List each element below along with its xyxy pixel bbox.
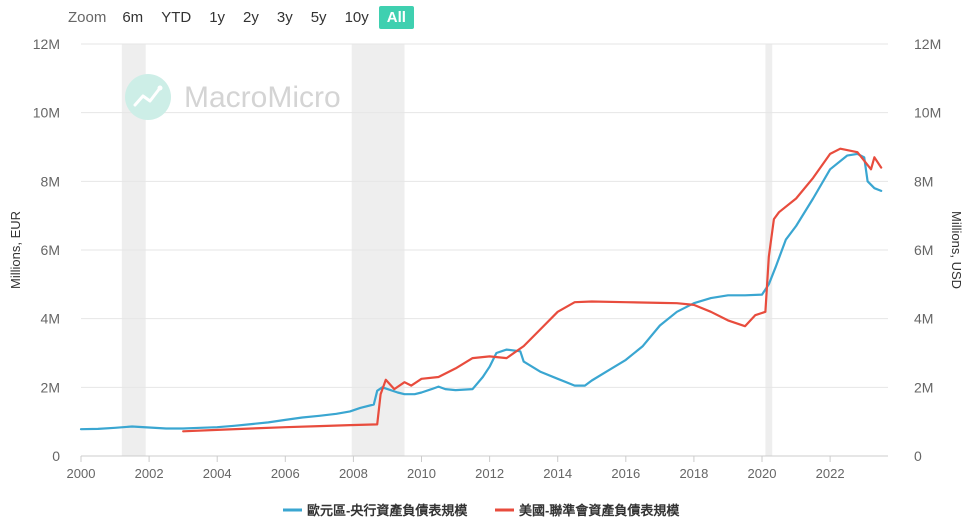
zoom-2y-button[interactable]: 2y (243, 8, 259, 26)
y-right-tick-label: 2M (914, 379, 933, 395)
y-left-tick-label: 4M (41, 311, 60, 327)
y-left-tick-label: 6M (41, 242, 60, 258)
series-lines (79, 147, 883, 433)
y-left-tick-label: 2M (41, 379, 60, 395)
y-axis-left-ticks: 0 2M 4M 6M 8M 10M 12M (33, 36, 60, 464)
y-axis-right-label: Millions, USD (949, 211, 964, 289)
zoom-3y-button[interactable]: 3y (276, 8, 293, 26)
y-left-tick-label: 12M (33, 36, 60, 52)
x-tick-label: 2008 (339, 466, 368, 481)
legend-item-us[interactable]: 美國-聯準會資產負債表規模 (495, 503, 680, 518)
x-tick-label: 2016 (611, 466, 640, 481)
legend-label-us: 美國-聯準會資產負債表規模 (519, 503, 680, 518)
x-tick-label: 2010 (407, 466, 436, 481)
x-tick-label: 2022 (816, 466, 845, 481)
x-tick-label: 2004 (203, 466, 232, 481)
x-axis-ticks: 2000 2002 2004 2006 2008 2010 2012 2014 2016 2018… (67, 456, 845, 481)
watermark: MacroMicro (125, 74, 341, 120)
y-left-tick-label: 10M (33, 105, 60, 121)
series-line-us (182, 147, 883, 433)
zoom-5y-button[interactable]: 5y (310, 8, 327, 26)
y-right-tick-label: 4M (914, 311, 933, 327)
series-line-eurozone (79, 152, 883, 431)
legend: 歐元區-央行資產負債表規模 美國-聯準會資產負債表規模 (283, 503, 680, 518)
y-axis-left-label: Millions, EUR (8, 211, 23, 289)
y-left-tick-label: 8M (41, 173, 60, 189)
x-tick-label: 2006 (271, 466, 300, 481)
y-right-tick-label: 0 (914, 448, 922, 464)
zoom-all-button[interactable]: All (378, 5, 414, 29)
x-tick-label: 2012 (475, 466, 504, 481)
y-right-tick-label: 8M (914, 173, 933, 189)
zoom-1y-button[interactable]: 1y (209, 8, 226, 26)
zoom-ytd-button[interactable]: YTD (161, 8, 192, 26)
zoom-bar: Zoom 6m YTD 1y 2y 3y 5y 10y All (68, 4, 416, 30)
x-tick-label: 2000 (67, 466, 96, 481)
zoom-10y-button[interactable]: 10y (344, 8, 369, 26)
x-tick-label: 2018 (679, 466, 708, 481)
y-right-tick-label: 12M (914, 36, 941, 52)
y-axis-right-ticks: 0 2M 4M 6M 8M 10M 12M (914, 36, 941, 464)
gridlines (81, 43, 888, 457)
watermark-text: MacroMicro (184, 81, 341, 114)
y-right-tick-label: 10M (914, 105, 941, 121)
legend-label-eurozone: 歐元區-央行資產負債表規模 (307, 503, 468, 518)
x-tick-label: 2014 (543, 466, 572, 481)
y-right-tick-label: 6M (914, 242, 933, 258)
y-left-tick-label: 0 (52, 448, 60, 464)
watermark-logo-icon (125, 74, 171, 120)
x-tick-label: 2020 (748, 466, 777, 481)
legend-item-eurozone[interactable]: 歐元區-央行資產負債表規模 (283, 503, 468, 518)
zoom-label: Zoom (68, 8, 107, 26)
zoom-6m-button[interactable]: 6m (122, 8, 144, 26)
x-tick-label: 2002 (135, 466, 164, 481)
